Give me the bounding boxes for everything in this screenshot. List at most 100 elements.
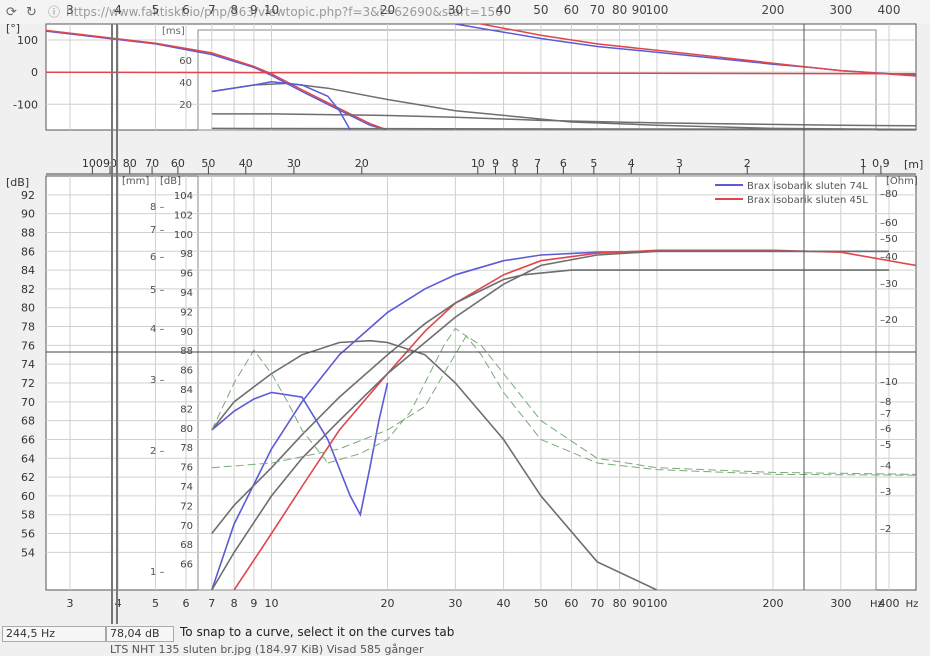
status-level: 78,04 dB	[106, 626, 174, 642]
impedance-tick-label: –4	[880, 461, 891, 472]
phase-y-tick-label: 100	[17, 34, 38, 47]
x-unit-label: Hz	[870, 599, 883, 610]
top-x-tick-label: 90	[632, 3, 647, 17]
top-x-tick-label: 9	[250, 3, 258, 17]
excursion-tick-label: 4 –	[150, 324, 165, 335]
x-tick-label: 70	[590, 597, 604, 610]
x-tick-label: 100	[646, 597, 667, 610]
excursion-tick-label: 8 –	[150, 202, 165, 213]
x-tick-label: 10	[264, 597, 278, 610]
response-curves	[211, 249, 916, 590]
top-x-tick-label: 40	[496, 3, 511, 17]
x-unit-label-right: Hz	[906, 599, 919, 610]
response-curve	[211, 339, 658, 590]
inner-db-tick-label: 86	[180, 366, 193, 377]
top-x-tick-label: 200	[762, 3, 785, 17]
top-x-tick-label: 6	[182, 3, 190, 17]
response-y-tick-label: 76	[21, 339, 35, 352]
inner-db-tick-label: 72	[180, 501, 193, 512]
delay-tick-label: 20	[179, 100, 192, 111]
inner-phase-frame	[197, 29, 877, 131]
x-tick-label: 60	[564, 597, 578, 610]
phase-y-tick-label: -100	[13, 98, 38, 111]
inner-db-tick-label: 70	[180, 521, 193, 532]
impedance-tick-label: –80	[880, 189, 898, 200]
wavelength-tick-label: 0.9	[872, 157, 890, 170]
impedance-tick-label: –10	[880, 377, 898, 388]
wavelength-tick-label: 50	[201, 157, 215, 170]
response-y-tick-label: 56	[21, 528, 35, 541]
response-curve	[211, 335, 916, 475]
wavelength-tick-label: 6	[560, 157, 567, 170]
response-y-tick-label: 70	[21, 396, 35, 409]
inner-db-tick-label: 92	[180, 307, 193, 318]
response-y-tick-label: 62	[21, 471, 35, 484]
inner-db-tick-label: 102	[174, 210, 193, 221]
wavelength-unit: [m]	[904, 158, 923, 171]
inner-db-tick-label: 94	[180, 288, 193, 299]
legend-label: Brax isobarik sluten 45L	[747, 195, 868, 206]
excursion-tick-label: 3 –	[150, 375, 165, 386]
response-y-tick-label: 86	[21, 245, 35, 258]
phase-curve	[211, 81, 351, 130]
impedance-tick-label: –40	[880, 252, 898, 263]
wavelength-tick-label: 9	[492, 157, 499, 170]
phase-curve	[46, 29, 388, 130]
wavelength-tick-label: 100	[82, 157, 103, 170]
top-x-tick-label: 400	[878, 3, 901, 17]
back-icon[interactable]: ⟳	[6, 5, 17, 20]
impedance-tick-label: –30	[880, 279, 898, 290]
inner-db-unit: [dB]	[160, 176, 181, 187]
reload-icon[interactable]: ↻	[26, 5, 37, 20]
response-y-tick-label: 58	[21, 509, 35, 522]
info-icon[interactable]: ⓘ	[48, 5, 60, 19]
impedance-tick-label: –7	[880, 409, 891, 420]
legend-label: Brax isobarik sluten 74L	[747, 181, 868, 192]
inner-db-tick-label: 84	[180, 385, 193, 396]
top-x-tick-label: 80	[612, 3, 627, 17]
inner-db-tick-label: 80	[180, 424, 193, 435]
top-x-tick-label: 50	[533, 3, 548, 17]
series	[46, 24, 916, 590]
response-curve	[211, 250, 889, 590]
response-y-tick-label: 54	[21, 546, 35, 559]
response-curve	[211, 349, 329, 464]
status-frequency: 244,5 Hz	[2, 626, 106, 642]
wavelength-tick-label: 1	[860, 157, 867, 170]
impedance-tick-label: –3	[880, 487, 891, 498]
grid	[46, 24, 916, 590]
response-y-tick-label: 80	[21, 302, 35, 315]
axis-ticks: 3344556677889910102020303040405050606070…	[6, 3, 923, 610]
phase-curve	[211, 127, 916, 130]
url-text[interactable]: https://www.faktiskt.io/php/363/viewtopi…	[66, 5, 503, 19]
inner-db-tick-label: 76	[180, 463, 193, 474]
x-tick-label: 80	[613, 597, 627, 610]
wavelength-tick-label: 4	[628, 157, 635, 170]
x-tick-label: 40	[497, 597, 511, 610]
inner-db-tick-label: 82	[180, 404, 193, 415]
inner-db-tick-label: 66	[180, 560, 193, 571]
inner-db-tick-label: 68	[180, 540, 193, 551]
impedance-tick-label: –8	[880, 397, 891, 408]
x-tick-label: 5	[152, 597, 159, 610]
response-y-tick-label: 66	[21, 433, 35, 446]
response-y-tick-label: 60	[21, 490, 35, 503]
x-tick-label: 30	[448, 597, 462, 610]
x-tick-label: 4	[115, 597, 122, 610]
legend: Brax isobarik sluten 74L Brax isobarik sl…	[715, 181, 868, 206]
wavelength-ruler	[0, 136, 930, 176]
inner-db-tick-label: 104	[174, 191, 193, 202]
top-x-tick-label: 70	[590, 3, 605, 17]
response-y-tick-label: 84	[21, 264, 35, 277]
delay-tick-label: 40	[179, 78, 192, 89]
inner-db-tick-label: 78	[180, 443, 193, 454]
wavelength-tick-label: 90	[103, 157, 117, 170]
phase-plot-area	[45, 23, 917, 131]
phase-y-label: [°]	[6, 22, 20, 35]
impedance-unit: [Ohm]	[886, 176, 918, 187]
x-tick-label: 50	[534, 597, 548, 610]
wavelength-tick-label: 3	[676, 157, 683, 170]
response-y-tick-label: 92	[21, 189, 35, 202]
impedance-tick-label: –6	[880, 424, 891, 435]
